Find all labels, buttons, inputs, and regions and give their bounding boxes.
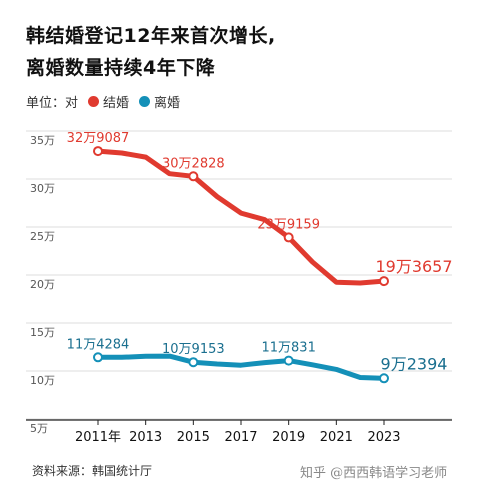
legend-item-divorce: 离婚 xyxy=(139,92,180,111)
x-tick-label-1: 2013 xyxy=(129,430,162,445)
point-divorce-2011 xyxy=(93,352,103,363)
y-tick-label-2: 25万 xyxy=(30,230,55,243)
x-tick-label-6: 2023 xyxy=(367,430,400,445)
x-tick-label-0: 2011年 xyxy=(75,430,121,445)
point-divorce-2023 xyxy=(379,373,389,384)
source-note: 资料来源：韩国统计厅 xyxy=(32,464,153,478)
point-marriage-2019 xyxy=(283,232,294,243)
y-tick-label-1: 30万 xyxy=(30,182,55,195)
unit-label: 单位：对 xyxy=(26,96,79,111)
title-line-2: 离婚数量持续4年下降 xyxy=(26,57,216,79)
x-tick-label-2: 2015 xyxy=(177,430,210,445)
data-label-divorce-2019: 11万831 xyxy=(261,341,315,356)
legend: 单位：对 结婚 离婚 xyxy=(26,92,190,111)
y-tick-label-6: 5万 xyxy=(30,422,48,435)
legend-dot-marriage xyxy=(88,96,100,107)
chart-title: 韩结婚登记12年来首次增长, 离婚数量持续4年下降 xyxy=(26,20,276,84)
legend-dot-divorce xyxy=(139,96,151,107)
legend-item-marriage: 结婚 xyxy=(88,92,129,111)
data-label-divorce-2011: 11万4284 xyxy=(67,337,130,352)
y-tick-label-0: 35万 xyxy=(30,134,55,147)
data-label-marriage-2011: 32万9087 xyxy=(67,131,130,146)
data-label-marriage-2015: 30万2828 xyxy=(162,156,225,171)
legend-label-divorce: 离婚 xyxy=(154,96,181,111)
data-label-marriage-2023: 19万3657 xyxy=(375,257,452,276)
point-divorce-2019 xyxy=(283,355,294,366)
y-tick-label-4: 15万 xyxy=(30,326,55,339)
data-label-divorce-2015: 10万9153 xyxy=(162,342,225,357)
watermark: 知乎 @西西韩语学习老师 xyxy=(300,466,448,481)
data-label-marriage-2019: 23万9159 xyxy=(257,217,320,232)
y-tick-label-3: 20万 xyxy=(30,278,55,291)
x-tick-label-3: 2017 xyxy=(224,430,257,445)
title-line-1: 韩结婚登记12年来首次增长, xyxy=(26,25,276,47)
point-marriage-2023 xyxy=(379,276,389,287)
series-line-divorce xyxy=(95,353,387,381)
x-tick-label-5: 2021 xyxy=(320,430,353,445)
legend-label-marriage: 结婚 xyxy=(103,96,130,111)
point-marriage-2011 xyxy=(93,146,103,157)
data-label-divorce-2023: 9万2394 xyxy=(381,354,448,373)
point-divorce-2015 xyxy=(188,357,199,368)
point-marriage-2015 xyxy=(188,171,199,182)
x-tick-label-4: 2019 xyxy=(272,430,305,445)
series-line-marriage xyxy=(95,148,387,286)
y-tick-label-5: 10万 xyxy=(30,374,55,387)
